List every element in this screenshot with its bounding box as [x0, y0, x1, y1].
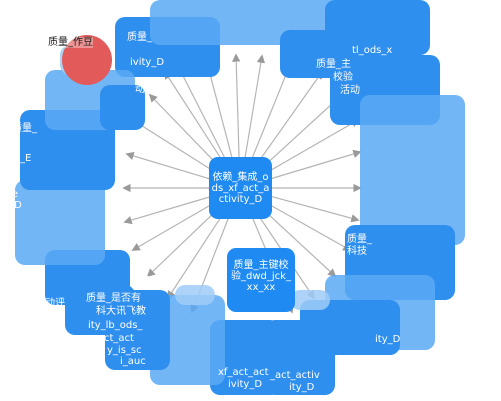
node-label-fragment: 活动 — [340, 85, 360, 96]
node-label-fragment: 校验 — [333, 72, 353, 83]
dependency-edge — [244, 54, 266, 159]
node-label-fragment: 质量_ — [127, 32, 152, 43]
node-label-fragment: tl_ods_x — [352, 45, 393, 56]
dependency-edge — [268, 195, 360, 223]
dependency-edge — [268, 149, 362, 180]
dependency-edge — [148, 93, 220, 167]
blurred-node[interactable] — [15, 180, 105, 265]
dependency-edge — [265, 119, 360, 174]
dependency-edge — [131, 202, 215, 251]
primary-node[interactable]: 质量_主键校验_dwd_jck_xx_xx — [227, 248, 295, 312]
node-label-fragment: 质量_ — [347, 234, 372, 245]
blurred-node[interactable] — [360, 95, 465, 245]
node-label-fragment: 动编 — [135, 84, 155, 95]
center-node-label: 依赖_集成_ods_xf_act_activity_D — [211, 171, 270, 205]
node-label-fragment: 动评 — [45, 298, 65, 309]
error-node-label: 质量_作豆 — [48, 37, 93, 48]
node-label-fragment: y_is_sc — [107, 345, 142, 356]
node-label-fragment: 质量_E — [0, 153, 32, 164]
dependency-edge — [265, 202, 352, 251]
node-label-fragment: ysi — [0, 178, 14, 189]
dependency-edge — [146, 208, 219, 278]
node-label-fragment: i_auc — [120, 356, 146, 367]
node-label-fragment: 质量_是否有 — [86, 293, 141, 304]
node-label-fragment: ity_D — [375, 334, 401, 345]
dependency-edge — [123, 195, 212, 225]
node-label-fragment: ni_D — [0, 200, 22, 211]
node-label-fragment: ity_lb_ods_ — [88, 320, 143, 331]
center-node[interactable]: 依赖_集成_ods_xf_act_activity_D — [209, 157, 272, 219]
node-label-fragment: 科大讯飞教 — [96, 306, 146, 317]
primary-node-label: 质量_主键校验_dwd_jck_xx_xx — [231, 260, 291, 293]
node-label-fragment: xf_act_act — [218, 367, 269, 378]
node-label-fragment: che — [0, 189, 18, 200]
dependency-edge — [256, 70, 323, 164]
dependency-edge — [125, 151, 212, 180]
node-label-fragment: 质量_主 — [316, 59, 351, 70]
dependency-edge — [167, 212, 225, 300]
node-label-fragment: 科技 — [347, 246, 367, 257]
dependency-edge — [134, 121, 215, 173]
blurred-node[interactable] — [100, 85, 145, 130]
blurred-node[interactable] — [325, 0, 430, 55]
blurred-node[interactable] — [175, 285, 215, 305]
error-node[interactable] — [62, 35, 112, 85]
node-label-fragment: ivity_D — [130, 57, 165, 68]
dependency-edge — [232, 53, 241, 159]
blurred-node[interactable] — [290, 290, 330, 310]
node-label-fragment: ivity_D — [228, 379, 263, 390]
node-label-fragment: ct_act — [104, 333, 134, 344]
node-label-fragment: 质量_ — [12, 123, 37, 134]
dependency-edge — [261, 207, 337, 278]
node-label-fragment: _act_activ — [270, 370, 320, 381]
dependency-edge — [164, 70, 225, 164]
node-label-fragment: ity_D — [289, 382, 315, 393]
node-label-fragment: 键校 — [140, 276, 160, 287]
